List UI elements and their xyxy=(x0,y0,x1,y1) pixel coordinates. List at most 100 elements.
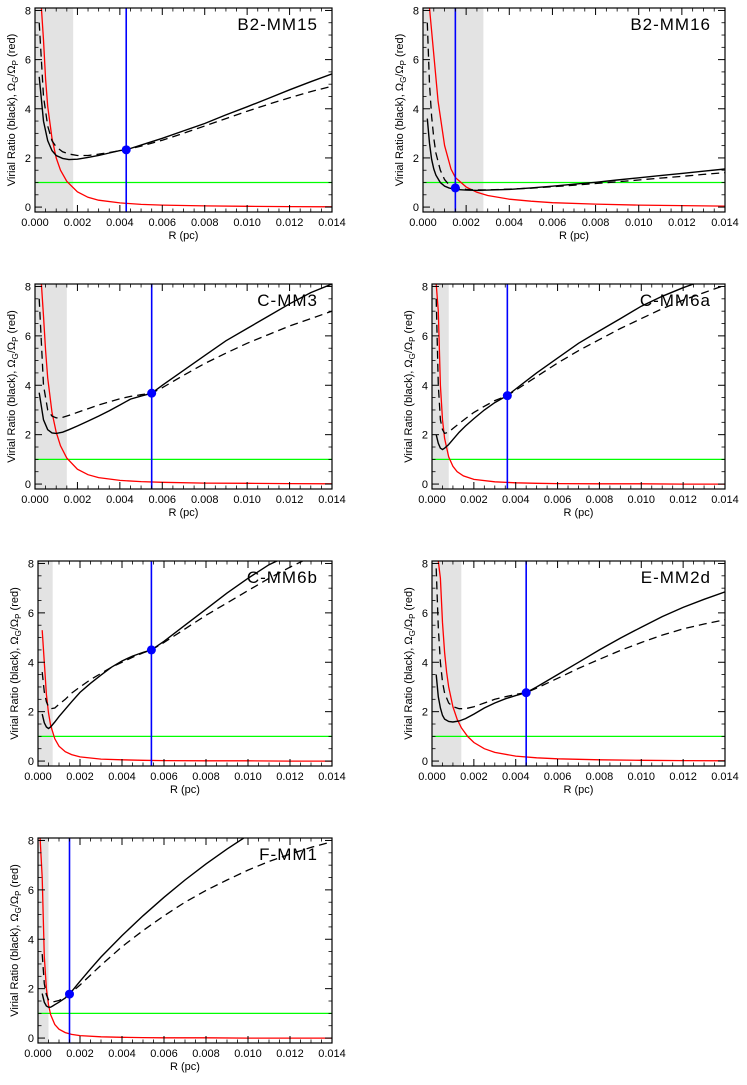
y-axis-label-part: (red) xyxy=(6,310,18,336)
y-tick-label: 0 xyxy=(25,479,31,491)
x-tick-label: 0.002 xyxy=(66,1048,94,1060)
red-ratio-curve xyxy=(41,630,332,762)
x-tick-label: 0.000 xyxy=(24,771,52,783)
shaded-region xyxy=(432,561,462,766)
y-tick-label: 8 xyxy=(413,5,419,17)
blue-marker-point xyxy=(146,645,156,655)
x-axis-label: R (pc) xyxy=(564,507,594,519)
x-tick-label: 0.012 xyxy=(276,217,304,229)
axes-frame xyxy=(37,837,333,1044)
solid-virial-curve xyxy=(38,73,332,161)
x-tick-label: 0.006 xyxy=(539,217,567,229)
y-axis-label-part: Virial Ratio (black), Ω xyxy=(403,359,415,462)
x-tick-label: 0.008 xyxy=(192,1048,220,1060)
x-axis-label: R (pc) xyxy=(564,784,594,796)
y-tick-label: 4 xyxy=(422,380,428,392)
x-tick-label: 0.014 xyxy=(318,494,346,506)
solid-virial-curve xyxy=(41,838,245,1008)
x-tick-label: 0.008 xyxy=(586,494,614,506)
solid-virial-curve xyxy=(41,561,279,730)
x-tick-label: 0.002 xyxy=(64,494,92,506)
y-tick-label: 6 xyxy=(413,55,419,67)
y-axis-label-part: /Ω xyxy=(6,342,18,353)
x-tick-label: 0.004 xyxy=(108,771,136,783)
x-tick-label: 0.006 xyxy=(544,771,572,783)
shaded-region xyxy=(35,8,74,212)
y-axis-label-part: /Ω xyxy=(394,65,406,76)
y-tick-label: 8 xyxy=(25,281,31,293)
red-ratio-curve xyxy=(435,284,725,485)
panel-title: E-MM2d xyxy=(641,568,711,587)
dashed-virial-curve xyxy=(38,298,332,419)
y-axis-label-part: (red) xyxy=(6,34,18,60)
x-tick-label: 0.008 xyxy=(586,771,614,783)
plot-area xyxy=(35,8,332,212)
y-tick-label: 4 xyxy=(28,934,34,946)
x-tick-label: 0.014 xyxy=(711,494,739,506)
y-axis-label-part: P xyxy=(11,337,20,342)
x-tick-label: 0.006 xyxy=(544,494,572,506)
y-axis-label-part: Virial Ratio (black), Ω xyxy=(6,83,18,186)
x-tick-label: 0.010 xyxy=(628,494,656,506)
y-tick-label: 2 xyxy=(28,707,34,719)
y-tick-label: 4 xyxy=(413,104,419,116)
red-ratio-curve xyxy=(437,561,725,762)
panels-container: 0.000 0.002 0.004 0.006 0.008 0.010 0.012 0.014… xyxy=(6,5,739,1073)
x-tick-label: 0.002 xyxy=(460,494,488,506)
y-axis-label: Virial Ratio (black), ΩG/ΩP (red) xyxy=(6,310,20,463)
x-tick-label: 0.014 xyxy=(711,217,739,229)
axes-frame xyxy=(34,283,333,490)
y-axis-label: Virial Ratio (black), ΩG/ΩP (red) xyxy=(9,864,23,1017)
y-axis-label-part: (red) xyxy=(403,310,415,336)
panel-title: B2-MM15 xyxy=(237,15,318,34)
shaded-region xyxy=(38,561,53,766)
y-axis-label-part: (red) xyxy=(9,864,21,890)
red-ratio-curve xyxy=(40,284,332,485)
x-tick-label: 0.010 xyxy=(625,217,653,229)
x-axis-label: R (pc) xyxy=(559,230,589,242)
x-tick-label: 0.012 xyxy=(276,494,304,506)
blue-marker-point xyxy=(121,145,131,155)
dashed-virial-curve xyxy=(38,22,332,157)
y-tick-label: 4 xyxy=(422,657,428,669)
y-axis-label-part: G xyxy=(14,907,23,913)
x-tick-label: 0.008 xyxy=(191,494,219,506)
x-tick-label: 0.000 xyxy=(418,494,446,506)
y-axis-label-part: /Ω xyxy=(9,619,21,630)
y-axis-label-part: Virial Ratio (black), Ω xyxy=(9,636,21,739)
dashed-virial-curve xyxy=(435,568,725,710)
y-tick-label: 2 xyxy=(422,707,428,719)
solid-virial-curve xyxy=(426,118,725,192)
panel-b2-mm16: 0.000 0.002 0.004 0.006 0.008 0.010 0.012 0.014… xyxy=(394,5,739,242)
x-tick-label: 0.010 xyxy=(234,771,262,783)
y-tick-label: 2 xyxy=(25,153,31,165)
axes-frame xyxy=(431,560,726,767)
y-tick-label: 0 xyxy=(422,756,428,768)
y-tick-label: 6 xyxy=(422,331,428,343)
y-tick-label: 0 xyxy=(413,202,419,214)
x-axis-label: R (pc) xyxy=(170,1061,200,1073)
x-tick-label: 0.000 xyxy=(21,217,49,229)
y-axis-label-part: /Ω xyxy=(403,619,415,630)
y-axis-label-part: P xyxy=(399,60,408,65)
x-tick-label: 0.000 xyxy=(409,217,437,229)
y-axis-label-part: Virial Ratio (black), Ω xyxy=(394,83,406,186)
y-axis-label-part: P xyxy=(14,614,23,619)
y-tick-label: 6 xyxy=(25,331,31,343)
panel-c-mm3: 0.000 0.002 0.004 0.006 0.008 0.010 0.012 0.014… xyxy=(6,281,346,519)
x-tick-label: 0.008 xyxy=(192,771,220,783)
y-tick-label: 2 xyxy=(422,430,428,442)
y-axis-label-part: (red) xyxy=(394,34,406,60)
panel-c-mm6b: 0.000 0.002 0.004 0.006 0.008 0.010 0.012 0.014… xyxy=(9,558,346,796)
x-tick-label: 0.014 xyxy=(318,217,346,229)
y-axis-label-part: G xyxy=(11,77,20,83)
dashed-virial-curve xyxy=(41,841,332,1003)
y-axis-label: Virial Ratio (black), ΩG/ΩP (red) xyxy=(403,587,417,740)
y-axis-label-part: /Ω xyxy=(9,896,21,907)
x-axis-label: R (pc) xyxy=(169,230,199,242)
blue-marker-point xyxy=(147,388,157,398)
x-tick-label: 0.012 xyxy=(276,771,304,783)
x-tick-label: 0.004 xyxy=(108,1048,136,1060)
blue-marker-point xyxy=(502,391,512,401)
x-tick-label: 0.014 xyxy=(318,771,346,783)
